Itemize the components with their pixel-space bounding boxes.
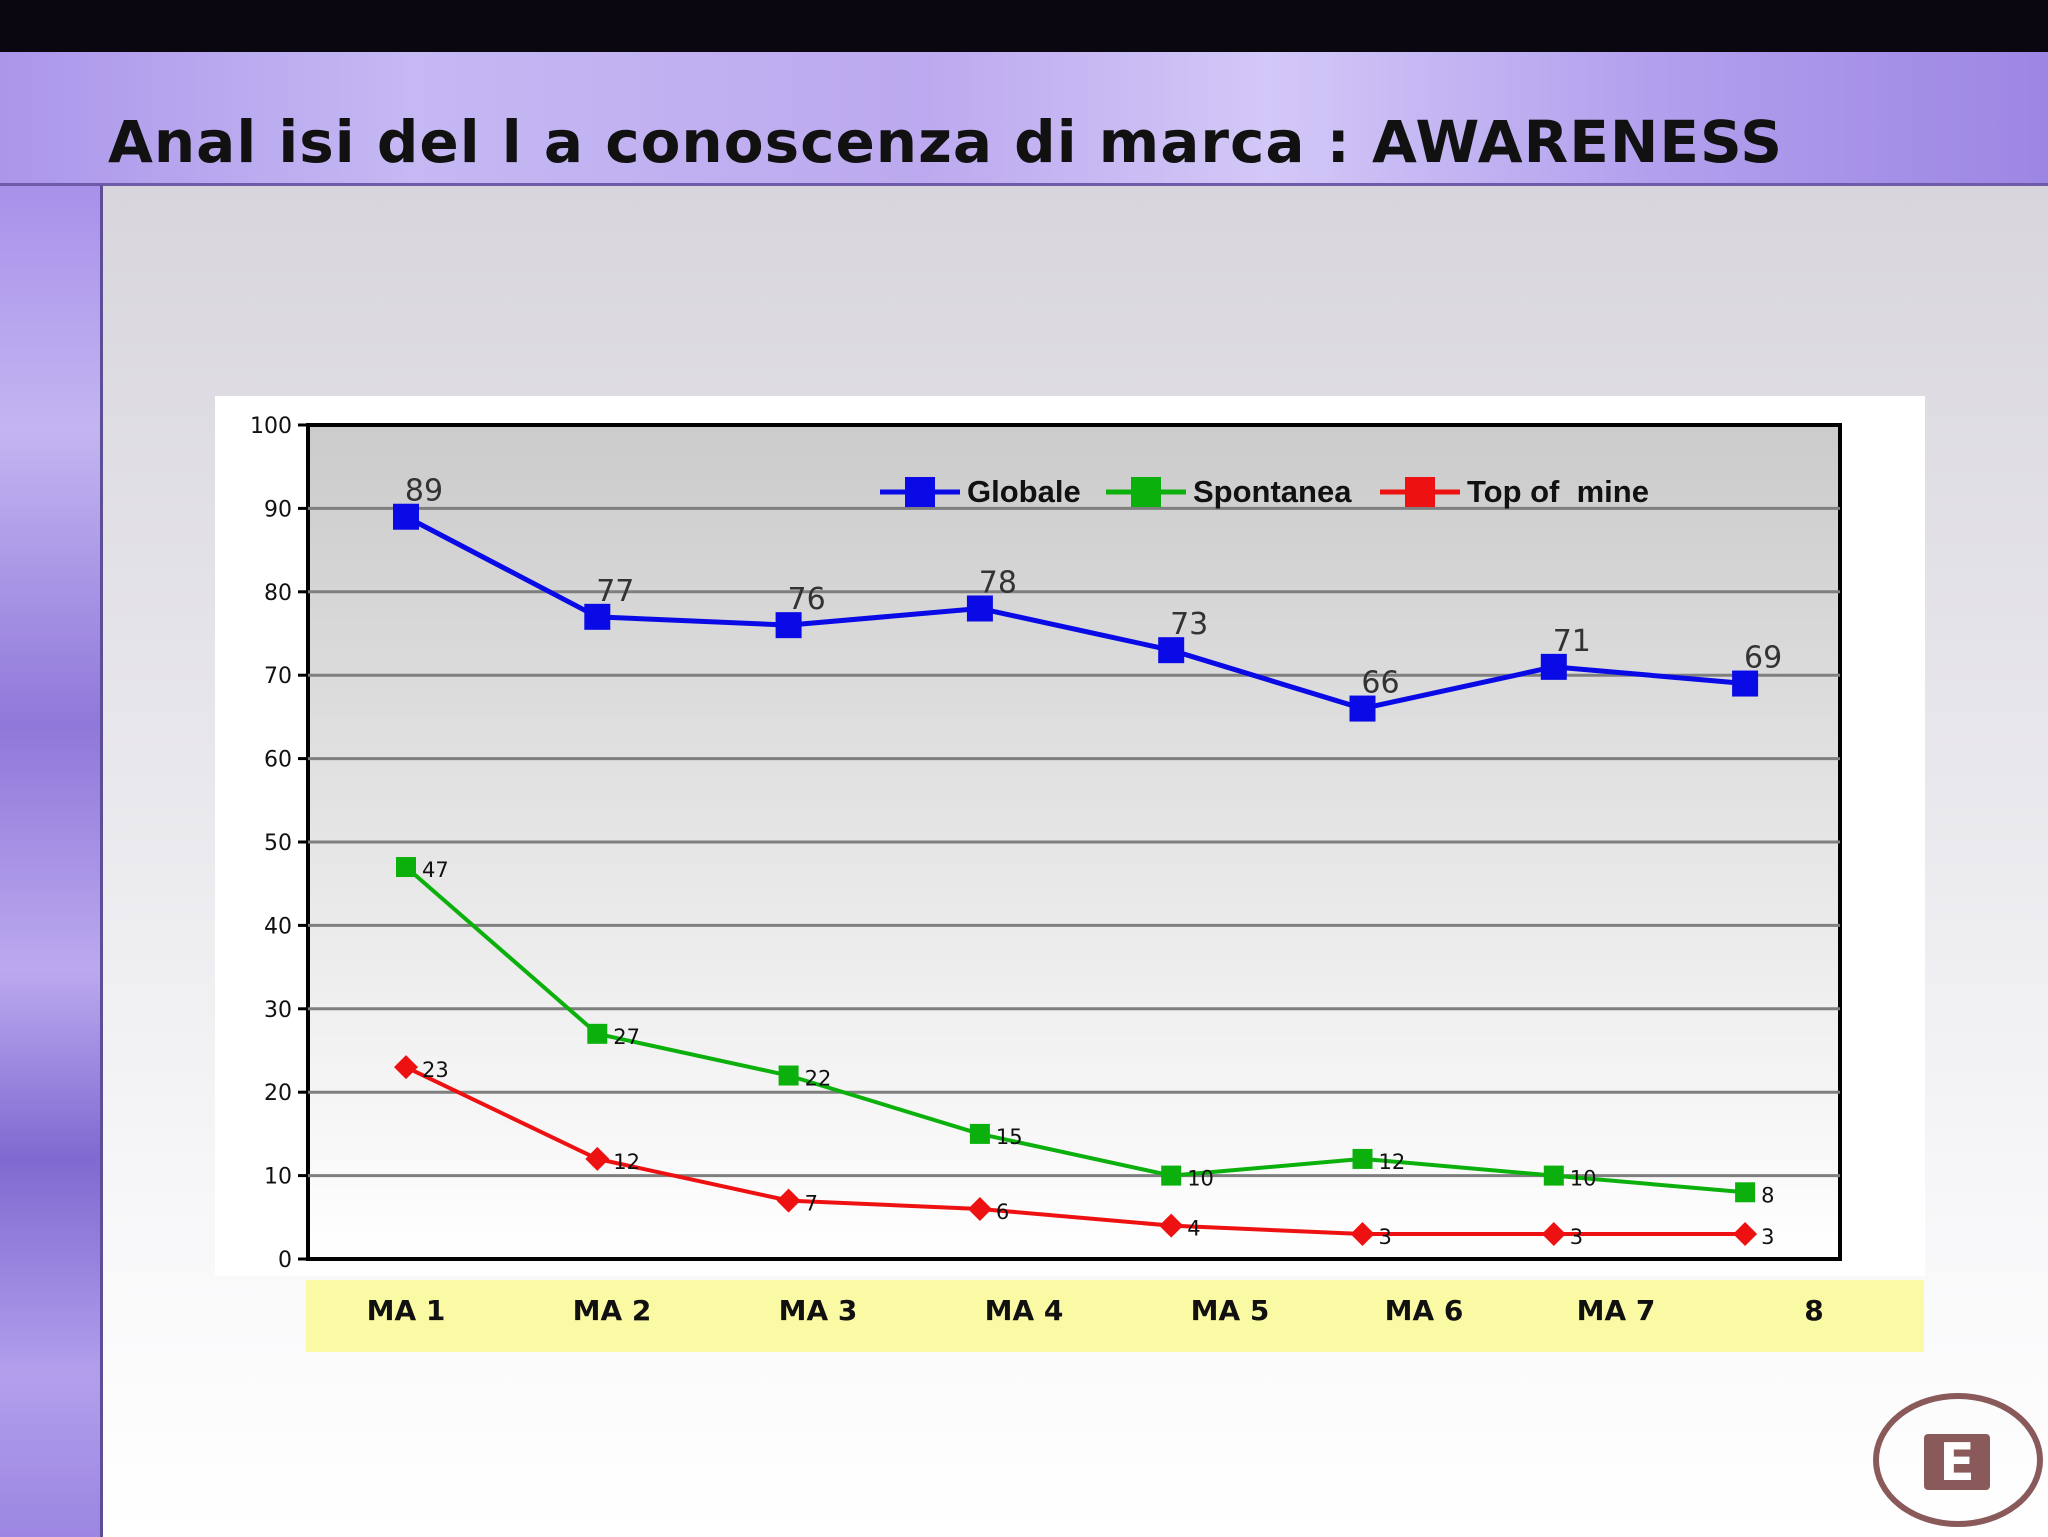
data-point-marker: [584, 603, 611, 630]
data-point-marker: [966, 595, 993, 622]
data-point-marker: [1733, 1221, 1758, 1246]
y-tick-label: 10: [264, 1165, 292, 1190]
data-label: 3: [1379, 1225, 1392, 1249]
data-label: 10: [1570, 1167, 1597, 1191]
series-line: [404, 514, 1746, 712]
x-tick-label: MA 3: [779, 1294, 858, 1327]
y-axis-ticks: 0 10 20 30 40 50 60 70 80 90 100: [250, 414, 308, 1273]
data-label: 47: [422, 858, 449, 882]
data-point-marker: [967, 1196, 992, 1221]
y-tick-label: 70: [264, 664, 292, 689]
data-point-marker: [778, 1065, 799, 1086]
data-point-marker: [1735, 1182, 1756, 1203]
x-tick-label: MA 2: [573, 1294, 652, 1327]
x-tick-label: MA 7: [1577, 1294, 1656, 1327]
data-point-marker: [1352, 1148, 1373, 1169]
y-tick-label: 100: [250, 414, 292, 439]
legend-label: Spontanea: [1193, 474, 1352, 509]
data-point-marker: [1732, 670, 1759, 697]
x-tick-label: MA 4: [985, 1294, 1064, 1327]
slide-title: Anal isi del l a conoscenza di marca : A…: [108, 108, 1783, 176]
data-point-marker: [396, 857, 416, 878]
data-point-marker: [1349, 695, 1376, 722]
data-label: 7: [805, 1192, 818, 1216]
data-label: 15: [996, 1125, 1023, 1149]
data-point-marker: [775, 612, 802, 639]
data-label: 3: [1761, 1225, 1774, 1249]
legend-item: Spontanea: [1106, 474, 1352, 509]
legend-item: Globale: [880, 474, 1081, 509]
y-tick-label: 20: [264, 1081, 292, 1106]
legend: Globale Spontanea Top of mine: [880, 474, 1649, 509]
data-point-marker: [1158, 637, 1185, 664]
y-tick-label: 80: [264, 581, 292, 606]
x-tick-label: MA 1: [367, 1294, 446, 1327]
series-spontanea: 47 27 22 15 10 12 10 8: [396, 857, 1774, 1207]
x-axis-band: [306, 1280, 1924, 1352]
data-label: 4: [1187, 1217, 1200, 1241]
legend-label: Globale: [967, 474, 1081, 509]
legend-marker: [1405, 477, 1435, 507]
x-tick-label: 8: [1804, 1294, 1823, 1327]
data-label: 10: [1187, 1167, 1214, 1191]
data-point-marker: [1543, 1165, 1564, 1186]
data-label: 71: [1553, 624, 1591, 659]
series-line: [404, 865, 1746, 1195]
data-label: 66: [1361, 666, 1399, 701]
data-point-marker: [394, 1055, 418, 1080]
x-tick-label: MA 5: [1191, 1294, 1270, 1327]
series-line: [405, 1065, 1746, 1236]
y-tick-label: 50: [264, 831, 292, 856]
decorative-left-strip: [0, 186, 103, 1537]
legend-label: Top of mine: [1467, 474, 1649, 509]
series-globale: 89 77 76 78 73 66 71 69: [393, 474, 1782, 722]
y-tick-label: 60: [264, 748, 292, 773]
data-label: 12: [613, 1150, 640, 1174]
data-label: 23: [422, 1058, 449, 1082]
y-tick-label: 30: [264, 998, 292, 1023]
title-band: [0, 52, 2048, 186]
data-point-marker: [1350, 1221, 1375, 1246]
data-label: 76: [788, 582, 826, 617]
data-label: 27: [613, 1025, 640, 1049]
svg-text:E: E: [1939, 1433, 1975, 1493]
top-bar: [0, 0, 2048, 52]
data-point-marker: [1161, 1165, 1182, 1186]
data-point-marker: [585, 1146, 610, 1171]
e-logo-icon: E: [1873, 1393, 2043, 1527]
legend-item: Top of mine: [1380, 474, 1649, 509]
data-point-marker: [776, 1188, 801, 1213]
data-label: 77: [596, 574, 634, 609]
x-tick-label: MA 6: [1385, 1294, 1464, 1327]
y-tick-label: 0: [278, 1248, 292, 1273]
data-point-marker: [393, 503, 419, 530]
data-point-marker: [969, 1123, 990, 1144]
x-axis-ticks: MA 1 MA 2 MA 3 MA 4 MA 5 MA 6 MA 7 8: [367, 1294, 1824, 1327]
gridlines: [308, 506, 1840, 1178]
data-label: 6: [996, 1200, 1009, 1224]
data-label: 3: [1570, 1225, 1583, 1249]
data-point-marker: [1159, 1213, 1184, 1238]
data-label: 69: [1744, 641, 1782, 676]
data-label: 89: [405, 474, 443, 509]
y-tick-label: 90: [264, 497, 292, 522]
data-label: 78: [979, 565, 1017, 600]
data-point-marker: [1540, 653, 1567, 680]
data-label: 12: [1379, 1150, 1406, 1174]
y-tick-label: 40: [264, 914, 292, 939]
legend-marker: [905, 477, 935, 507]
data-label: 8: [1761, 1183, 1774, 1207]
data-point-marker: [587, 1023, 608, 1044]
data-point-marker: [1541, 1221, 1566, 1246]
data-label: 73: [1170, 607, 1208, 642]
legend-marker: [1131, 477, 1161, 507]
data-label: 22: [805, 1067, 832, 1091]
series-top-of-mine: 23 12 7 6 4 3 3 3: [394, 1055, 1774, 1249]
